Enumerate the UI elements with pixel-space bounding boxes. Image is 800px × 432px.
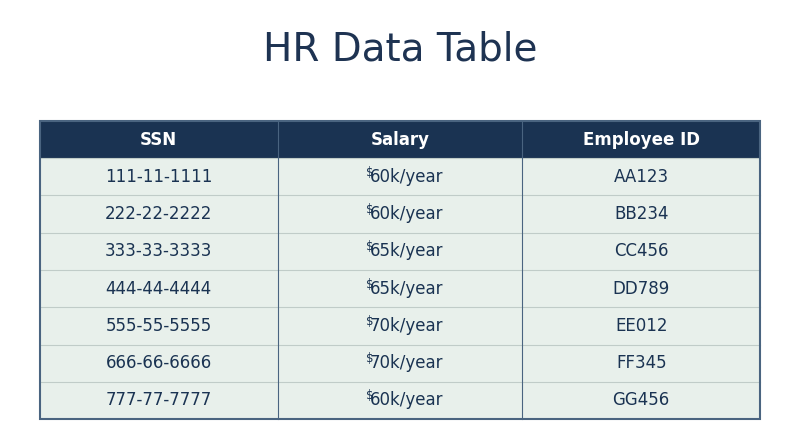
Bar [40, 345, 760, 382]
Text: BB234: BB234 [614, 205, 669, 223]
Bar [40, 270, 760, 307]
Text: 555-55-5555: 555-55-5555 [106, 317, 212, 335]
Text: $: $ [366, 389, 374, 403]
Text: 60k/year: 60k/year [370, 391, 443, 410]
Text: DD789: DD789 [613, 280, 670, 298]
Text: GG456: GG456 [613, 391, 670, 410]
Text: HR Data Table: HR Data Table [262, 30, 538, 68]
Text: AA123: AA123 [614, 168, 669, 186]
Text: Employee ID: Employee ID [582, 130, 700, 149]
Text: FF345: FF345 [616, 354, 666, 372]
Text: 444-44-4444: 444-44-4444 [106, 280, 212, 298]
Bar [40, 233, 760, 270]
Text: $: $ [366, 203, 374, 216]
Bar [40, 158, 760, 196]
Text: 333-33-3333: 333-33-3333 [105, 242, 213, 260]
Text: 777-77-7777: 777-77-7777 [106, 391, 212, 410]
Text: $: $ [366, 352, 374, 365]
Text: CC456: CC456 [614, 242, 669, 260]
Text: 666-66-6666: 666-66-6666 [106, 354, 212, 372]
Text: 222-22-2222: 222-22-2222 [105, 205, 213, 223]
Text: $: $ [366, 240, 374, 254]
Text: $: $ [366, 278, 374, 291]
Text: Salary: Salary [370, 130, 430, 149]
Text: 65k/year: 65k/year [370, 280, 443, 298]
Bar [40, 196, 760, 233]
Text: 60k/year: 60k/year [370, 168, 443, 186]
Text: 65k/year: 65k/year [370, 242, 443, 260]
Text: 111-11-1111: 111-11-1111 [105, 168, 213, 186]
Bar [40, 121, 760, 419]
Text: 70k/year: 70k/year [370, 317, 443, 335]
Text: $: $ [366, 166, 374, 179]
Text: $: $ [366, 315, 374, 328]
Bar [40, 382, 760, 419]
Text: SSN: SSN [140, 130, 178, 149]
Text: 60k/year: 60k/year [370, 205, 443, 223]
Bar [40, 121, 760, 158]
Bar [40, 307, 760, 345]
Text: EE012: EE012 [615, 317, 667, 335]
Text: 70k/year: 70k/year [370, 354, 443, 372]
